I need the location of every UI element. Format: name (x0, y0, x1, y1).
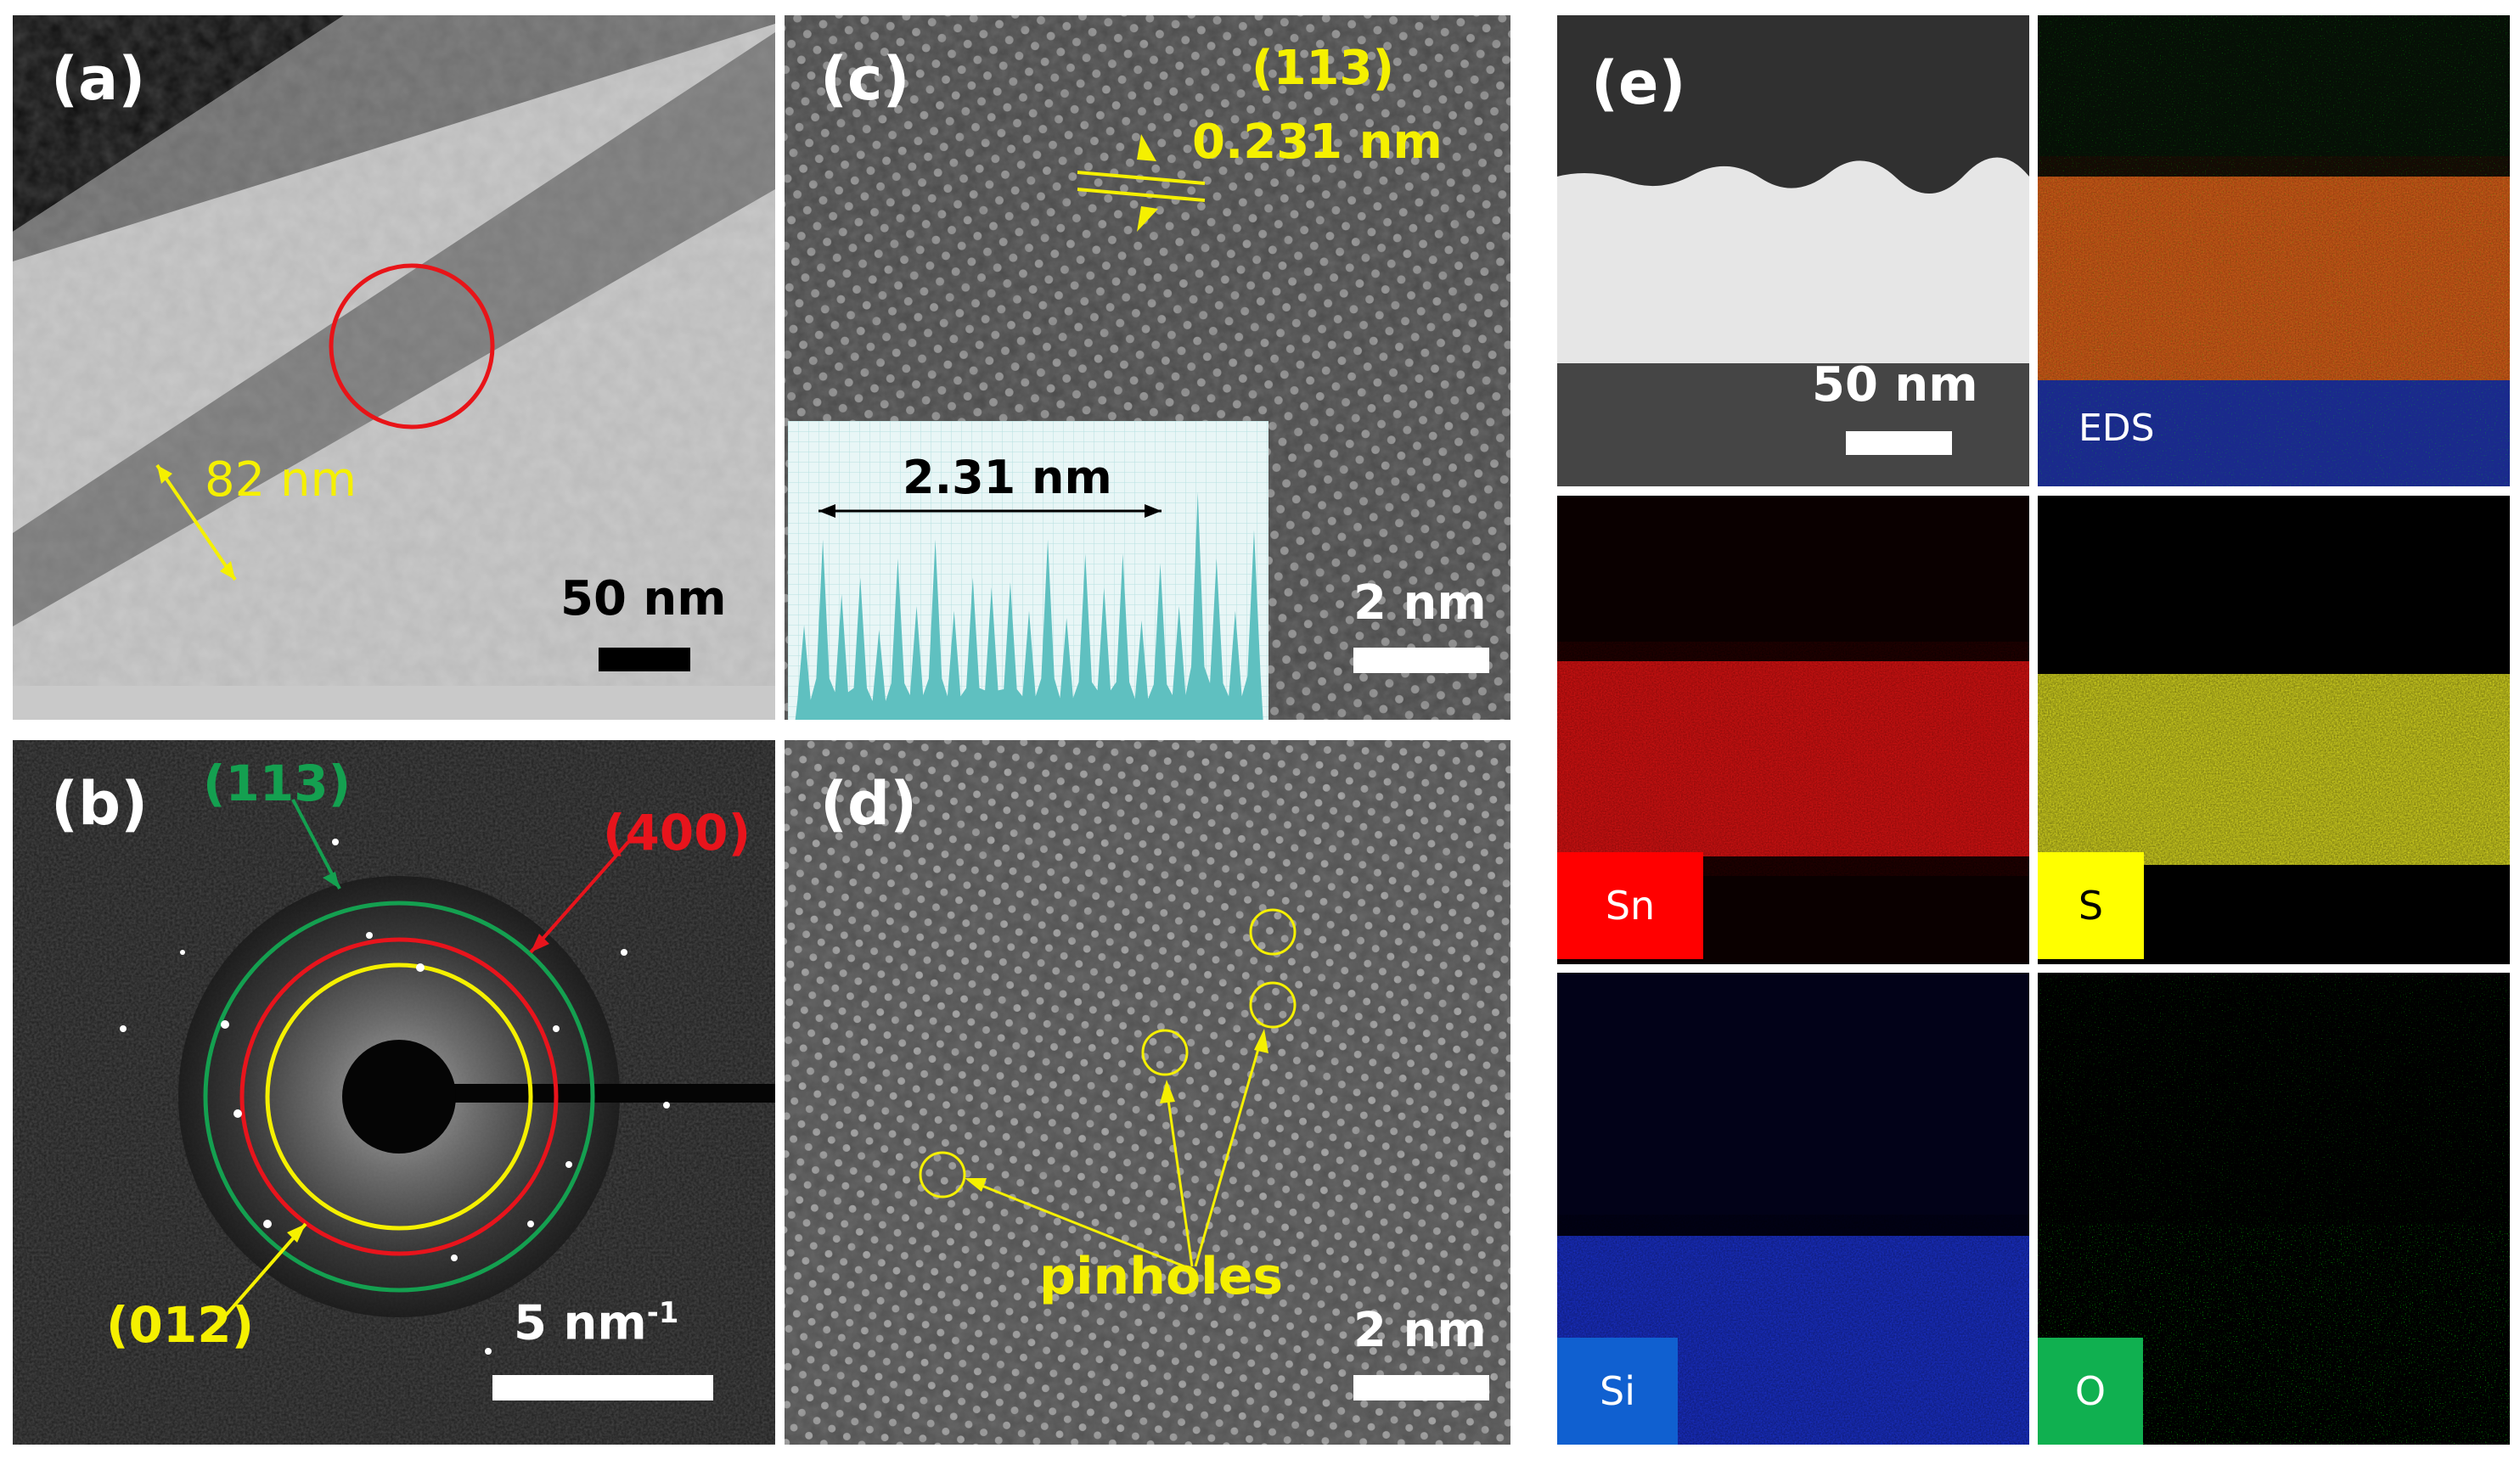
element-chip-sn: Sn (1557, 852, 1703, 959)
panel-label-b: (b) (51, 769, 149, 839)
profile-plot (788, 421, 1268, 720)
profile-distance-label: 2.31 nm (903, 451, 1112, 504)
panel-label-c: (c) (820, 44, 910, 114)
ring-label-113: (113) (203, 755, 352, 812)
diffraction-pattern-image (13, 740, 775, 1445)
scale-bar-label: 50 nm (560, 571, 727, 626)
scale-bar-label: 5 nm-1 (514, 1295, 679, 1351)
scale-bar-label: 50 nm (1812, 357, 1978, 413)
s-map: S (2038, 496, 2510, 964)
thickness-label: 82 nm (205, 452, 357, 508)
panel-label-e: (e) (1591, 48, 1686, 118)
panel-label-a: (a) (51, 44, 146, 114)
scale-bar (492, 1375, 713, 1400)
pinholes-label: pinholes (1039, 1247, 1284, 1306)
scale-bar-label: 2 nm (1353, 575, 1487, 631)
pinhole-marker (1249, 981, 1297, 1029)
si-map: Si (1557, 973, 2029, 1445)
panel-e-haadf-image: (e) 50 nm (1557, 15, 2029, 486)
element-chip-s: S (2038, 852, 2144, 959)
eds-label: EDS (2078, 407, 2155, 450)
line-profile-inset: 2.31 nm (788, 421, 1268, 720)
element-chip-o: O (2038, 1338, 2143, 1445)
panel-a-tem-image: (a) 82 nm 50 nm (13, 15, 775, 720)
pinhole-marker (1141, 1029, 1189, 1076)
tem-crosssection-image (13, 15, 775, 720)
panel-b-saed-pattern: (b) (113) (400) (012) 5 nm-1 (13, 740, 775, 1445)
pinhole-marker (1249, 908, 1297, 956)
plane-label: (113) (1252, 41, 1395, 96)
panel-c-hrtem-image: (c) (113) 0.231 nm 2.31 nm 2 nm (785, 15, 1510, 720)
eds-overlay-map: EDS (2038, 15, 2510, 486)
scale-bar (599, 648, 690, 671)
profile-peaks-area (795, 491, 1263, 720)
element-chip-si: Si (1557, 1338, 1678, 1445)
highlight-circle (329, 263, 495, 429)
panel-label-d: (d) (820, 769, 918, 839)
sn-map: Sn (1557, 496, 2029, 964)
scale-bar (1353, 1375, 1489, 1400)
spacing-label: 0.231 nm (1192, 115, 1443, 170)
o-map: O (2038, 973, 2510, 1445)
ring-label-400: (400) (603, 804, 751, 862)
ring-label-012: (012) (106, 1296, 255, 1354)
pinhole-marker (919, 1151, 966, 1198)
scale-bar-label: 2 nm (1353, 1303, 1487, 1358)
scale-bar (1846, 431, 1952, 455)
scale-bar (1353, 648, 1489, 673)
panel-d-hrtem-image: (d) pinholes 2 nm (785, 740, 1510, 1445)
hrtem-pinholes-image (785, 740, 1510, 1445)
